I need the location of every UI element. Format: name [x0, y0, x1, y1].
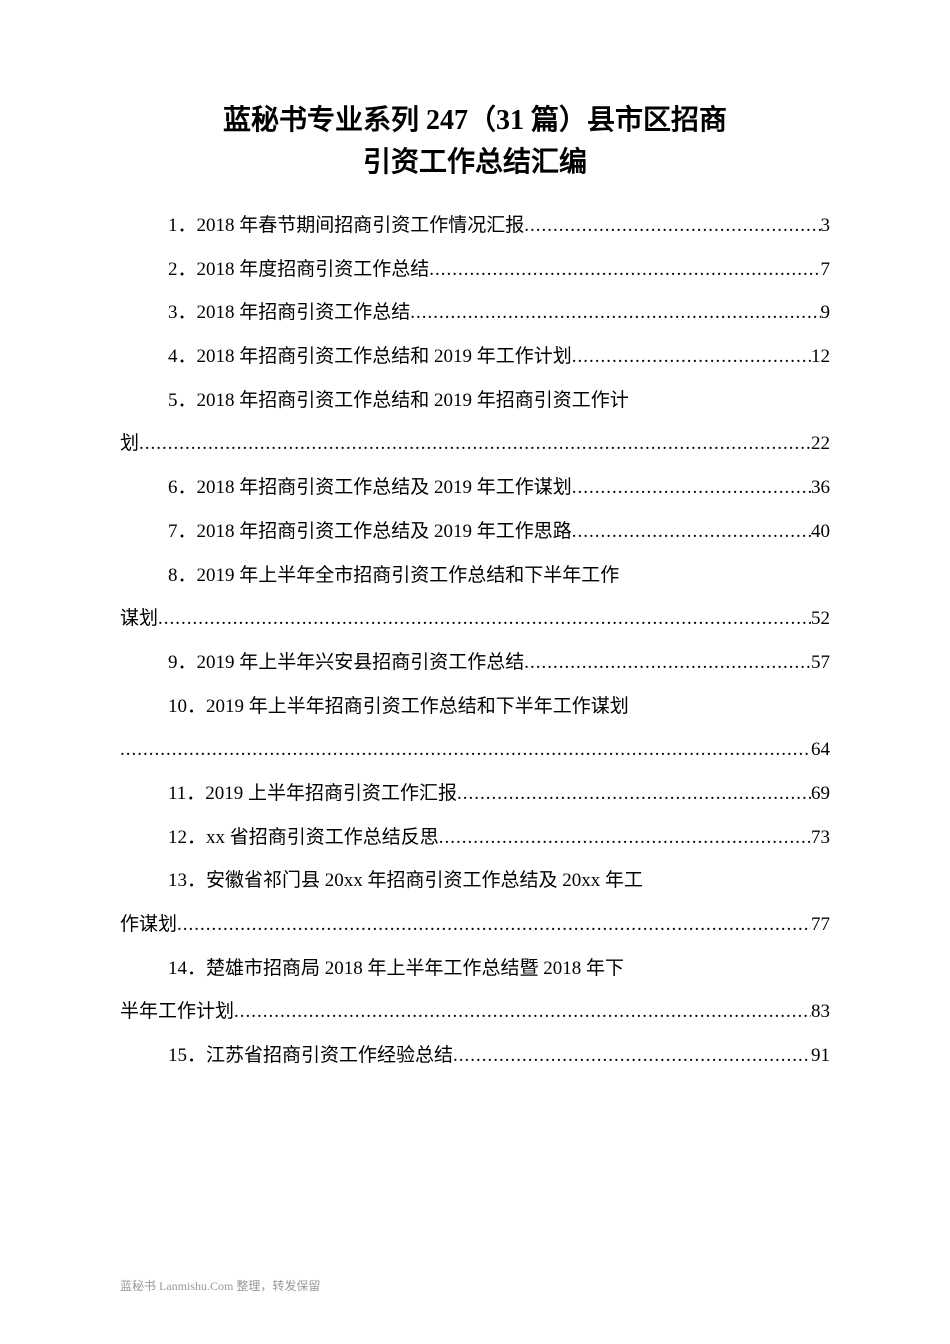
toc-entry-text: 8．2019 年上半年全市招商引资工作总结和下半年工作 — [168, 554, 619, 598]
toc-entry: 12．xx 省招商引资工作总结反思.......................… — [120, 816, 830, 860]
toc-leader-dots: ........................................… — [177, 903, 811, 947]
toc-page-number: 83 — [811, 990, 830, 1034]
toc-entry-text: 作谋划 — [120, 903, 177, 947]
toc-entry: 6．2018 年招商引资工作总结及 2019 年工作谋划............… — [120, 466, 830, 510]
toc-entry: 2．2018 年度招商引资工作总结.......................… — [120, 248, 830, 292]
toc-leader-dots: ........................................… — [410, 291, 820, 335]
toc-page-number: 22 — [811, 422, 830, 466]
toc-entry: 划.......................................… — [120, 422, 830, 466]
toc-entry: 13．安徽省祁门县 20xx 年招商引资工作总结及 20xx 年工 — [120, 859, 830, 903]
toc-entry: 15．江苏省招商引资工作经验总结........................… — [120, 1034, 830, 1078]
toc-entry: 3．2018 年招商引资工作总结........................… — [120, 291, 830, 335]
toc-leader-dots: ........................................… — [139, 422, 811, 466]
toc-entry: 11．2019 上半年招商引资工作汇报.....................… — [120, 772, 830, 816]
toc-page-number: 7 — [821, 248, 831, 292]
toc-entry: 5．2018 年招商引资工作总结和 2019 年招商引资工作计 — [120, 379, 830, 423]
toc-entry-text: 谋划 — [120, 597, 158, 641]
document-title: 蓝秘书专业系列 247（31 篇）县市区招商 引资工作总结汇编 — [120, 100, 830, 184]
toc-page-number: 57 — [811, 641, 830, 685]
toc-entry: 9．2019 年上半年兴安县招商引资工作总结..................… — [120, 641, 830, 685]
toc-entry-text: 13．安徽省祁门县 20xx 年招商引资工作总结及 20xx 年工 — [168, 859, 643, 903]
title-line-2: 引资工作总结汇编 — [120, 142, 830, 184]
toc-entry-text: 12．xx 省招商引资工作总结反思 — [168, 816, 439, 860]
toc-entry-text: 3．2018 年招商引资工作总结 — [168, 291, 410, 335]
toc-entry-text: 14．楚雄市招商局 2018 年上半年工作总结暨 2018 年下 — [168, 947, 624, 991]
toc-entry-text: 划 — [120, 422, 139, 466]
toc-page-number: 40 — [811, 510, 830, 554]
toc-entry: 4．2018 年招商引资工作总结和 2019 年工作计划............… — [120, 335, 830, 379]
toc-entry-text: 6．2018 年招商引资工作总结及 2019 年工作谋划 — [168, 466, 572, 510]
toc-entry-text: 11．2019 上半年招商引资工作汇报 — [168, 772, 457, 816]
toc-leader-dots: ........................................… — [457, 772, 811, 816]
toc-leader-dots: ........................................… — [120, 728, 811, 772]
toc-leader-dots: ........................................… — [524, 641, 811, 685]
toc-leader-dots: ........................................… — [234, 990, 811, 1034]
toc-entry: 谋划......................................… — [120, 597, 830, 641]
toc-entry: 14．楚雄市招商局 2018 年上半年工作总结暨 2018 年下 — [120, 947, 830, 991]
toc-page-number: 73 — [811, 816, 830, 860]
page-footer: 蓝秘书 Lanmishu.Com 整理，转发保留 — [120, 1277, 320, 1294]
toc-page-number: 12 — [811, 335, 830, 379]
toc-entry-text: 7．2018 年招商引资工作总结及 2019 年工作思路 — [168, 510, 572, 554]
toc-page-number: 64 — [811, 728, 830, 772]
toc-entry: 1．2018 年春节期间招商引资工作情况汇报..................… — [120, 204, 830, 248]
toc-entry-text: 15．江苏省招商引资工作经验总结 — [168, 1034, 453, 1078]
toc-page-number: 36 — [811, 466, 830, 510]
toc-entry-text: 9．2019 年上半年兴安县招商引资工作总结 — [168, 641, 524, 685]
toc-entry-text: 2．2018 年度招商引资工作总结 — [168, 248, 429, 292]
toc-leader-dots: ........................................… — [572, 510, 811, 554]
toc-entry: 8．2019 年上半年全市招商引资工作总结和下半年工作 — [120, 554, 830, 598]
toc-entry-text: 半年工作计划 — [120, 990, 234, 1034]
toc-entry-text: 10．2019 年上半年招商引资工作总结和下半年工作谋划 — [168, 685, 629, 729]
toc-entry-text: 5．2018 年招商引资工作总结和 2019 年招商引资工作计 — [168, 379, 629, 423]
toc-page-number: 9 — [821, 291, 831, 335]
toc-page-number: 52 — [811, 597, 830, 641]
toc-entry: 半年工作计划..................................… — [120, 990, 830, 1034]
toc-leader-dots: ........................................… — [524, 204, 820, 248]
toc-leader-dots: ........................................… — [439, 816, 811, 860]
toc-page-number: 77 — [811, 903, 830, 947]
toc-leader-dots: ........................................… — [429, 248, 820, 292]
table-of-contents: 1．2018 年春节期间招商引资工作情况汇报..................… — [120, 204, 830, 1078]
toc-entry: ........................................… — [120, 728, 830, 772]
toc-leader-dots: ........................................… — [572, 466, 811, 510]
toc-entry: 10．2019 年上半年招商引资工作总结和下半年工作谋划 — [120, 685, 830, 729]
toc-leader-dots: ........................................… — [572, 335, 811, 379]
toc-leader-dots: ........................................… — [158, 597, 811, 641]
toc-page-number: 3 — [821, 204, 831, 248]
toc-page-number: 69 — [811, 772, 830, 816]
toc-entry: 作谋划.....................................… — [120, 903, 830, 947]
toc-leader-dots: ........................................… — [453, 1034, 811, 1078]
toc-page-number: 91 — [811, 1034, 830, 1078]
toc-entry: 7．2018 年招商引资工作总结及 2019 年工作思路............… — [120, 510, 830, 554]
title-line-1: 蓝秘书专业系列 247（31 篇）县市区招商 — [120, 100, 830, 142]
toc-entry-text: 1．2018 年春节期间招商引资工作情况汇报 — [168, 204, 524, 248]
toc-entry-text: 4．2018 年招商引资工作总结和 2019 年工作计划 — [168, 335, 572, 379]
document-page: 蓝秘书专业系列 247（31 篇）县市区招商 引资工作总结汇编 1．2018 年… — [0, 0, 950, 1118]
